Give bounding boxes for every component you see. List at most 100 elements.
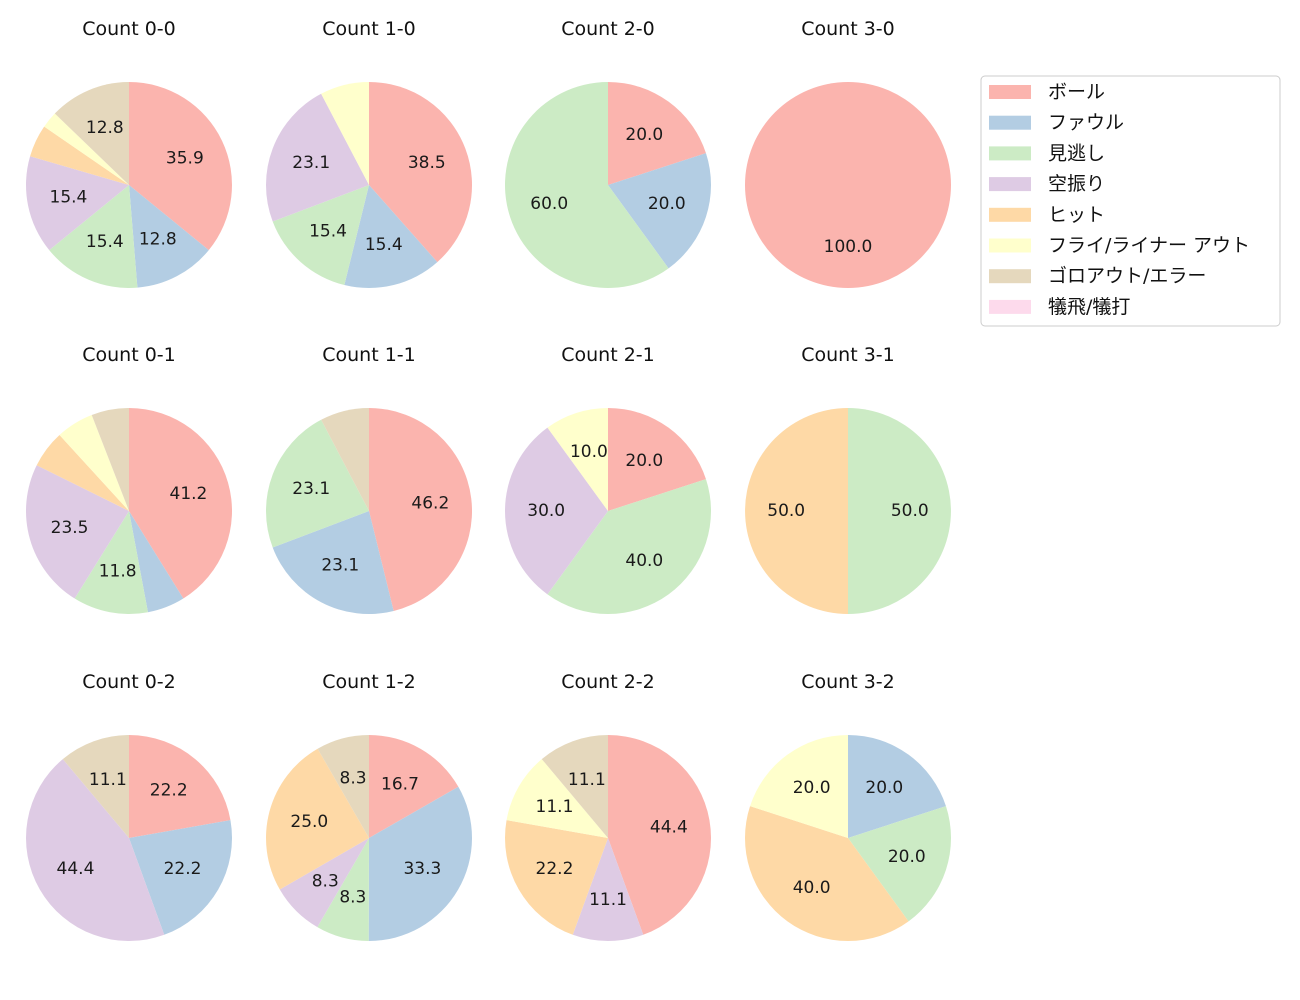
legend-swatch [989,115,1031,130]
pie-2: Count 1-0 38.5 15.4 15.4 23.1 [265,18,473,289]
slice-label: 23.1 [321,556,359,576]
pie-title: Count 2-2 [561,671,655,693]
pie-title: Count 3-0 [801,18,895,40]
pie-slice [608,408,706,511]
pie-slice [547,479,712,615]
pie-title: Count 3-1 [801,344,895,366]
pie-slice [62,735,129,838]
pie-slice [317,838,369,941]
legend-label: ゴロアウト/エラー [1048,265,1206,287]
legend-swatch [989,207,1031,222]
slice-label: 20.0 [888,847,926,867]
pie-title: Count 0-1 [82,344,176,366]
pie-slice [369,408,473,612]
pie-1: Count 0-0 35.9 12.8 15.4 15.4 12.8 [26,18,232,289]
pies-group: Count 0-0 35.9 12.8 15.4 15.4 12.8 Count 1-0 38… [25,18,952,942]
pie-slice [541,735,608,838]
pie-slice [129,185,209,288]
pie-slice [272,185,369,286]
slice-label: 100.0 [824,237,873,257]
legend-label: フライ/ライナー アウト [1048,235,1250,257]
pie-title: Count 0-2 [82,671,176,693]
slice-label: 15.4 [365,235,403,255]
pie-8: Count 3-1 50.0 50.0 [745,344,951,614]
slice-label: 22.2 [536,859,574,879]
legend-swatch [989,177,1031,192]
pie-slice [744,806,909,942]
slice-label: 60.0 [530,194,568,214]
pie-slice [129,82,232,251]
slice-label: 50.0 [767,501,805,521]
pie-title: Count 2-1 [561,344,655,366]
slice-label: 11.1 [536,797,574,817]
pie-4: Count 3-0 100.0 [745,18,951,288]
legend-label: 空振り [1048,173,1105,195]
slice-label: 40.0 [793,878,831,898]
pie-slice [572,838,644,942]
legend-swatch [989,238,1031,253]
slice-label: 12.8 [139,230,177,250]
pie-slice [265,419,369,548]
legend-label: ファウル [1048,112,1124,134]
slice-label: 11.1 [589,890,627,910]
slice-label: 44.4 [650,817,688,837]
slice-label: 10.0 [570,442,608,462]
pie-slice [317,735,369,838]
slice-label: 22.2 [164,859,202,879]
slice-label: 41.2 [170,484,208,504]
pie-slice [129,735,231,838]
pie-slice [608,82,706,185]
pie-slice [344,185,438,289]
legend-swatch [989,146,1031,161]
slice-label: 23.5 [51,518,89,538]
pie-title: Count 2-0 [561,18,655,40]
slice-label: 11.1 [568,770,606,790]
pie-11: Count 2-2 44.4 11.1 22.2 11.1 11.1 [504,671,712,942]
pie-slice [608,153,712,269]
pie-3: Count 2-0 20.0 20.0 60.0 [504,18,712,289]
pie-9: Count 0-2 22.2 22.2 44.4 11.1 [25,671,233,942]
pie-slice [74,511,148,614]
slice-label: 8.3 [312,872,339,892]
slice-label: 23.1 [292,153,330,173]
slice-label: 20.0 [865,778,903,798]
pie-slice [745,82,951,288]
legend-box [980,75,1281,327]
slice-label: 30.0 [527,501,565,521]
pie-slice [279,838,369,928]
slice-label: 44.4 [57,859,95,879]
slice-label: 38.5 [408,153,446,173]
pie-10: Count 1-216.733.38.38.325.08.3 [266,671,472,942]
slice-label: 15.4 [309,221,347,241]
pie-slice [54,82,130,185]
pie-slice [59,414,129,511]
pie-slice [49,185,138,289]
pie-slice [30,126,130,185]
pie-slice [848,734,946,838]
slice-label: 12.8 [86,118,124,138]
slice-label: 15.4 [86,232,124,252]
pie-slice [848,806,952,922]
pie-slice [129,511,184,613]
slice-label: 20.0 [625,451,663,471]
legend-swatch [989,269,1031,284]
pie-slice [129,820,233,935]
pie-title: Count 0-0 [82,18,176,40]
pie-slice [608,735,712,935]
pie-slice [369,735,459,838]
pie-slice [745,408,848,614]
legend-swatch [989,299,1031,314]
pie-slice [25,759,165,942]
pie-title: Count 1-1 [322,344,416,366]
slice-label: 8.3 [339,888,366,908]
legend-label: ボール [1048,81,1105,103]
slice-label: 25.0 [290,812,328,832]
pie-slice [368,786,472,942]
pie-slice [547,408,608,511]
pie-slice [369,82,473,263]
slice-label: 46.2 [411,494,449,514]
pie-slice [505,427,608,595]
slice-label: 20.0 [793,778,831,798]
pie-title: Count 1-2 [322,671,416,693]
